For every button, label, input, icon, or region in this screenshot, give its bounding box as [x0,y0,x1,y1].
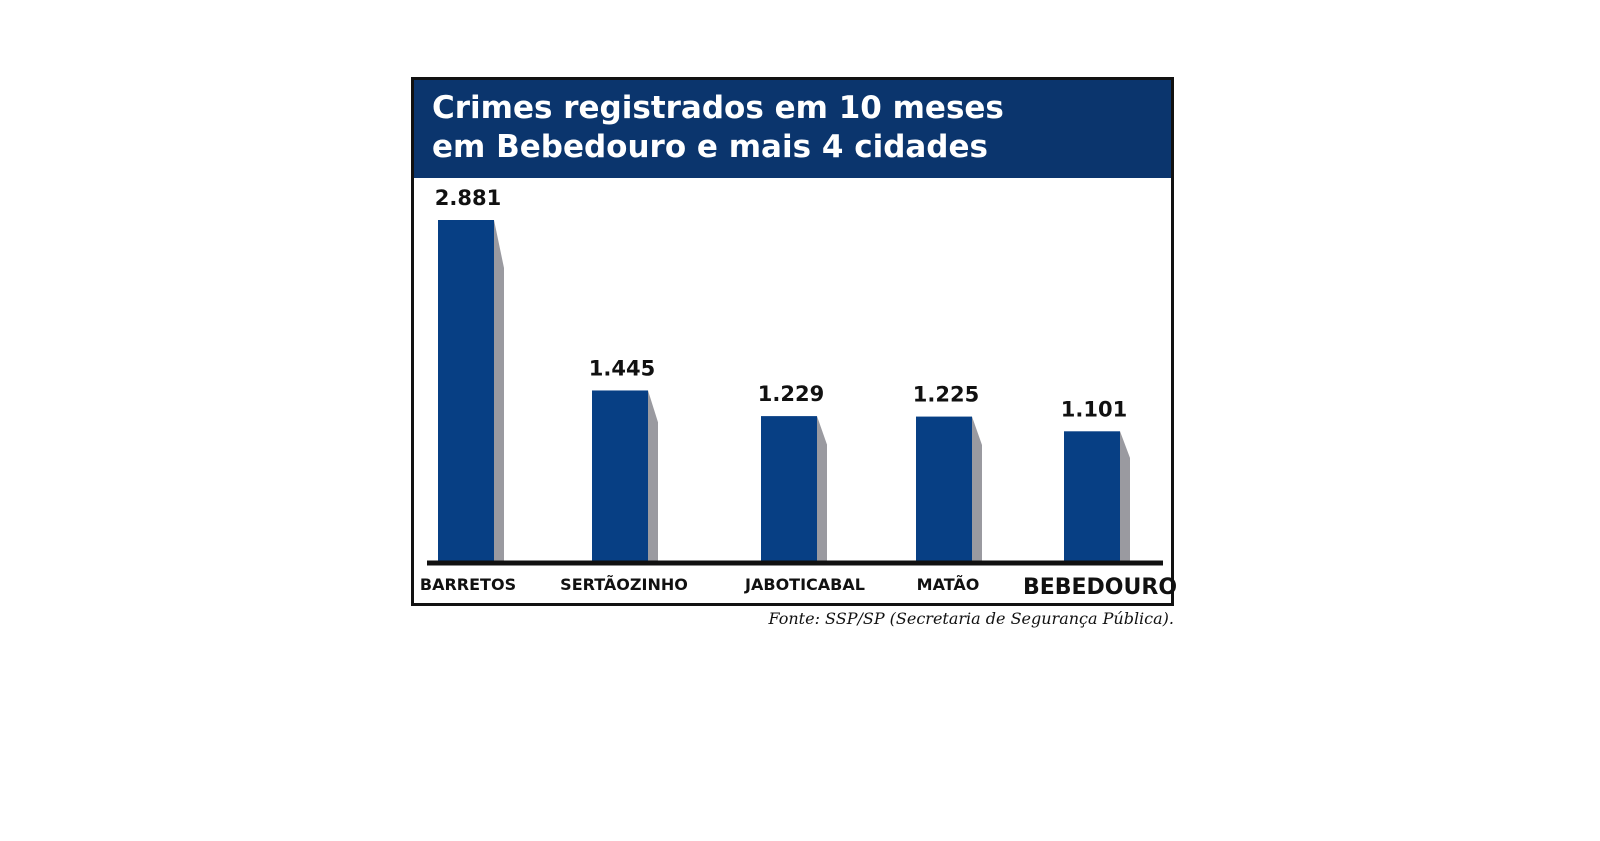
data-label: 1.229 [758,382,824,406]
x-tick-label: BEBEDOURO [1023,575,1177,600]
bar-shadow [494,220,504,562]
x-tick-label: JABOTICABAL [744,575,865,594]
bar-shadow [972,416,982,562]
bar-jaboticabal [761,416,817,562]
bar-matão [916,416,972,562]
bar-sertãozinho [592,390,648,562]
chart-title-line-2: em Bebedouro e mais 4 cidades [432,129,988,165]
x-tick-label: MATÃO [917,575,980,594]
chart-title-band: Crimes registrados em 10 meses em Bebedo… [414,80,1171,178]
data-label: 2.881 [435,186,501,210]
chart-frame: Crimes registrados em 10 meses em Bebedo… [411,77,1174,606]
data-label: 1.445 [589,356,655,380]
chart-title-line-1: Crimes registrados em 10 meses [432,90,1004,126]
bar-barretos [438,220,494,562]
data-label: 1.101 [1061,397,1127,421]
bar-shadow [648,390,658,562]
bar-bebedouro [1064,431,1120,562]
data-label: 1.225 [913,383,979,407]
source-note: Fonte: SSP/SP (Secretaria de Segurança P… [768,609,1174,628]
bar-shadow [817,416,827,562]
x-tick-label: BARRETOS [420,575,516,594]
x-tick-label: SERTÃOZINHO [560,575,688,594]
bar-shadow [1120,431,1130,562]
